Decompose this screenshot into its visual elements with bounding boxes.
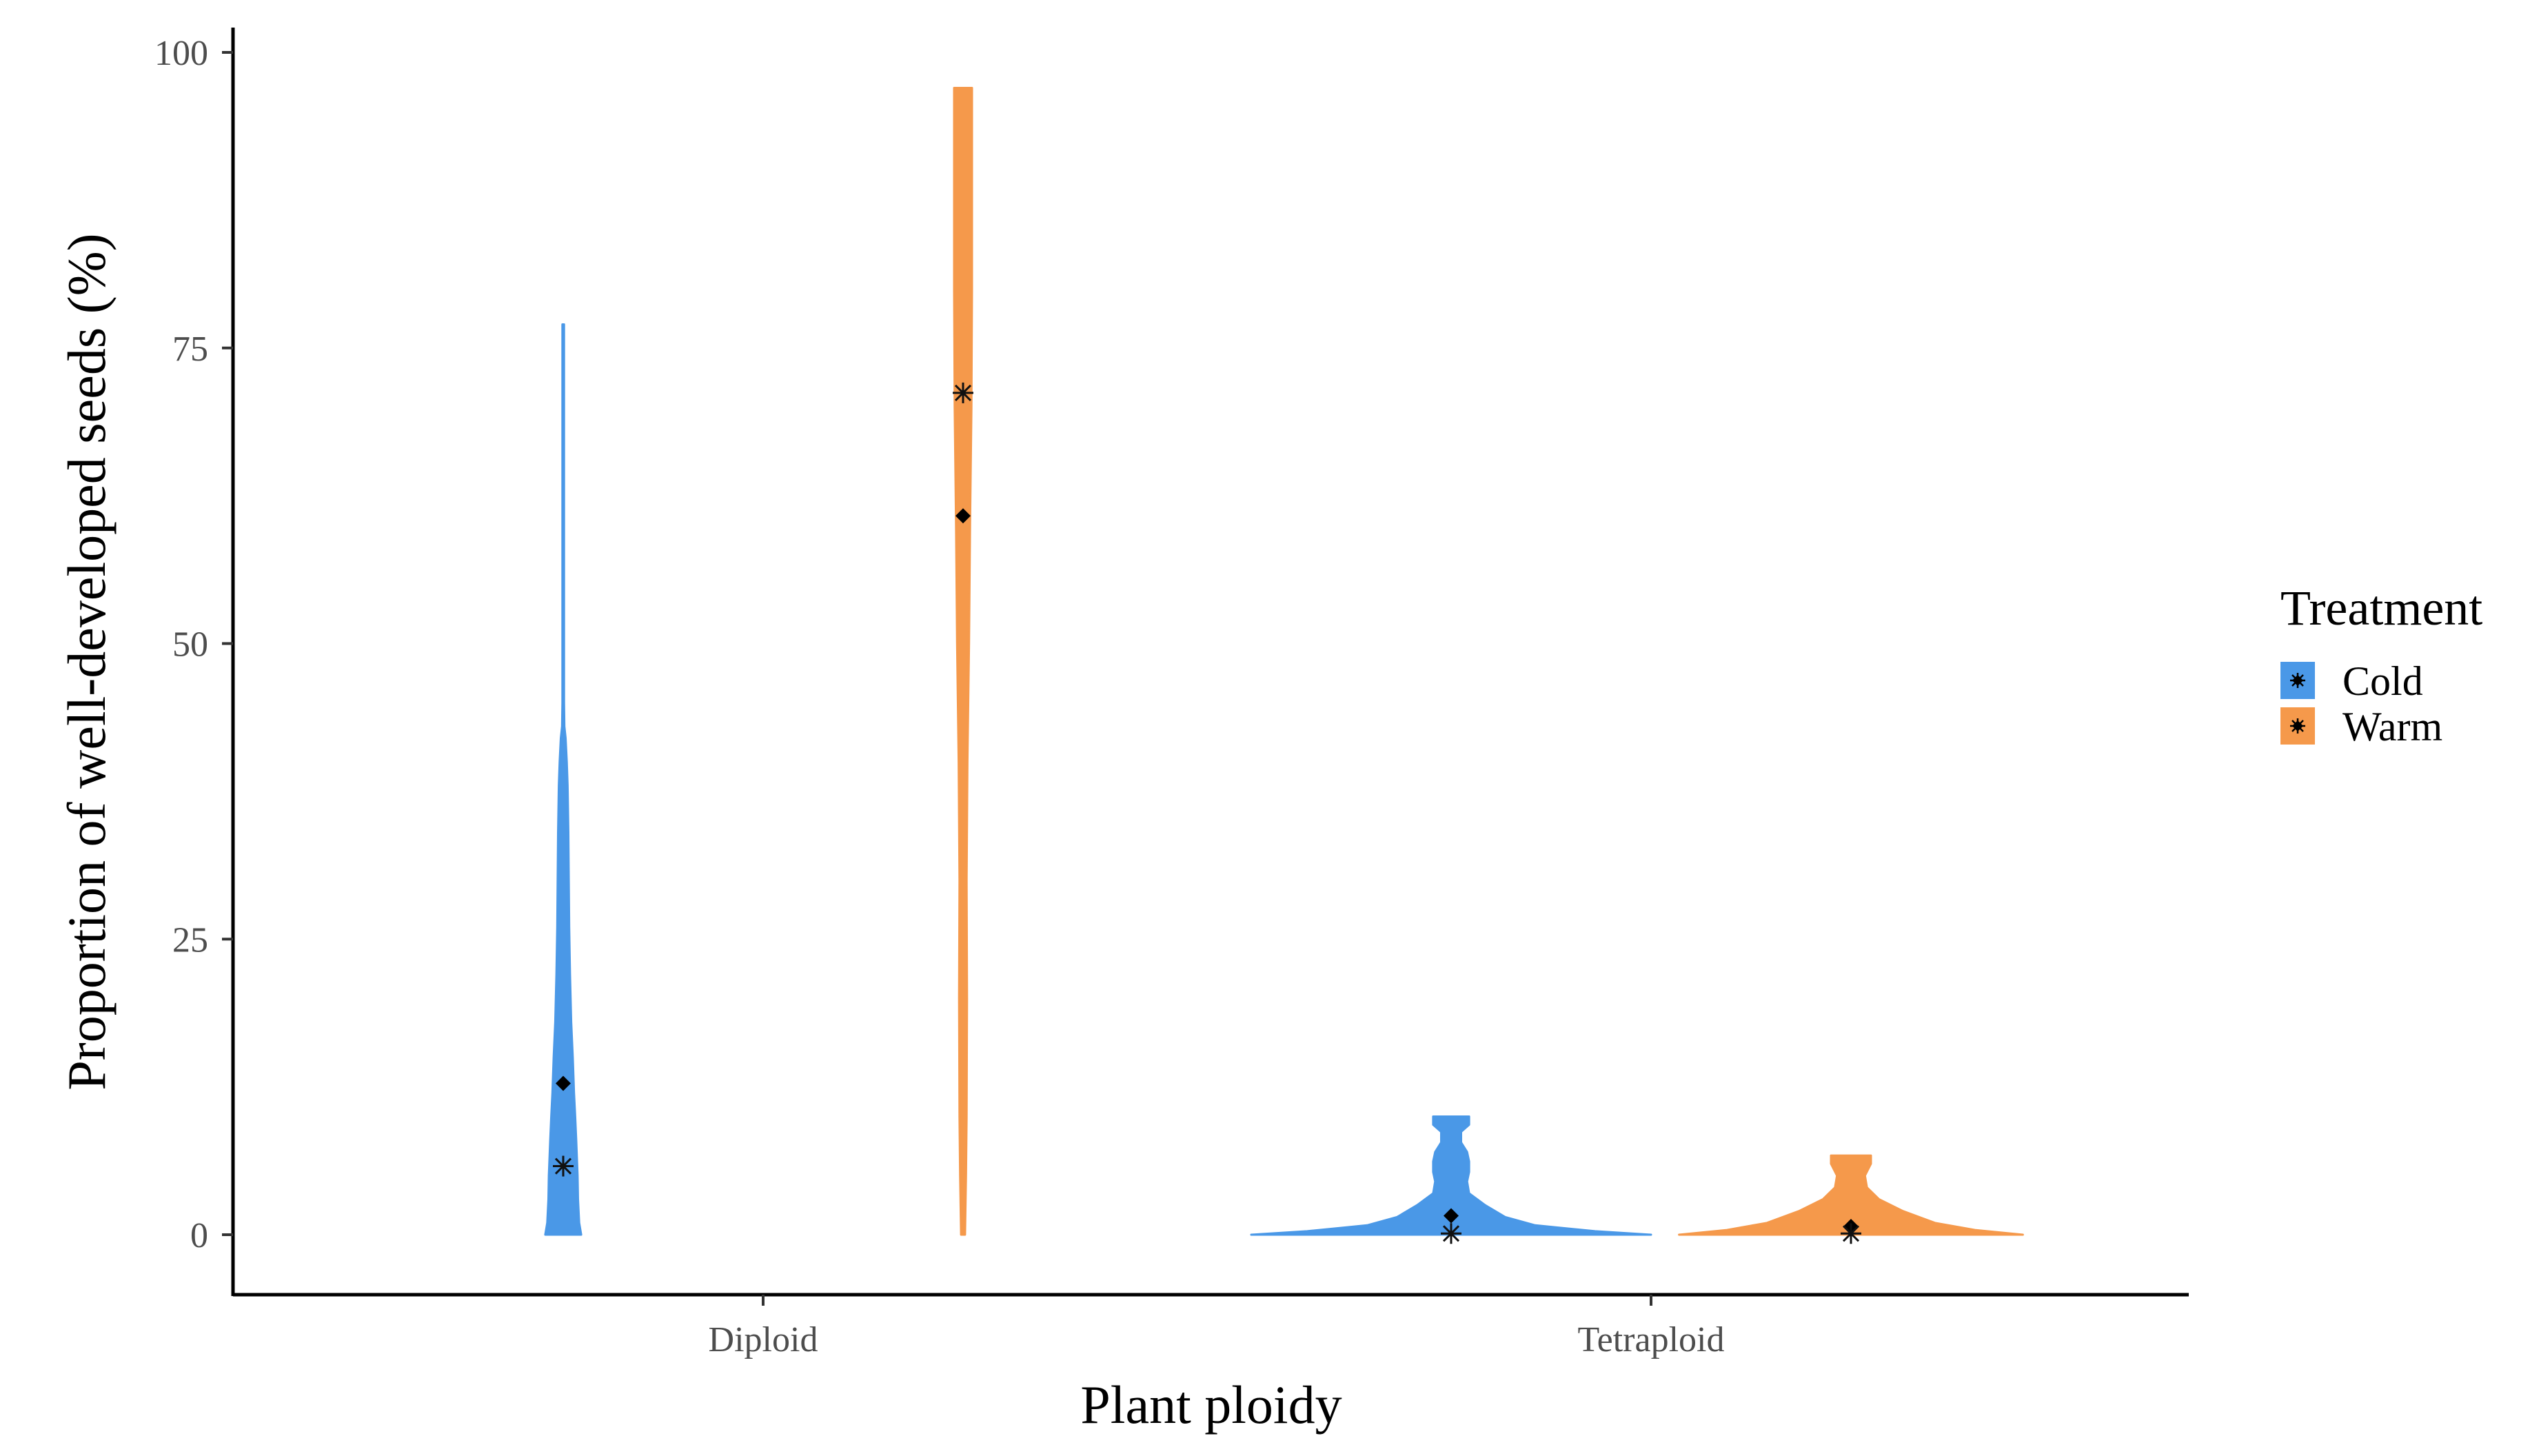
violin-cold-diploid [544, 323, 583, 1236]
y-axis-title: Proportion of well-developed seeds (%) [57, 233, 117, 1090]
plot-area [544, 87, 2024, 1244]
y-tick-label: 100 [154, 34, 208, 73]
violin-warm-diploid [953, 87, 973, 1236]
mean-marker-cold-diploid [556, 1075, 571, 1091]
x-tick-label: Tetraploid [1578, 1320, 1725, 1359]
y-tick-label: 75 [172, 330, 208, 369]
y-tick-label: 50 [172, 625, 208, 665]
legend-title: Treatment [2280, 580, 2482, 636]
y-axis-ticks: 0 25 50 75 100 [154, 34, 233, 1255]
x-tick-label: Diploid [709, 1320, 818, 1359]
median-marker-warm-tetraploid [1841, 1223, 1861, 1244]
median-marker-cold-diploid [553, 1155, 574, 1177]
legend-label-cold: Cold [2342, 658, 2423, 704]
x-axis-title: Plant ploidy [1080, 1375, 1342, 1435]
legend-point-icon [2290, 673, 2305, 688]
legend-point-icon [2290, 718, 2305, 734]
y-tick-label: 0 [190, 1216, 208, 1255]
x-axis-ticks: Diploid Tetraploid [709, 1295, 1725, 1359]
median-marker-warm-diploid [953, 382, 973, 403]
y-tick-label: 25 [172, 920, 208, 960]
violin-cold-tetraploid [1250, 1115, 1652, 1236]
legend-item-warm: Warm [2280, 704, 2442, 749]
violin-warm-tetraploid [1678, 1154, 2024, 1236]
mean-marker-cold-tetraploid [1444, 1208, 1459, 1224]
legend-item-cold: Cold [2280, 658, 2423, 704]
legend: Treatment Cold Warm [2280, 580, 2482, 749]
mean-marker-warm-diploid [955, 508, 971, 524]
median-marker-cold-tetraploid [1441, 1223, 1461, 1244]
legend-label-warm: Warm [2342, 704, 2442, 749]
